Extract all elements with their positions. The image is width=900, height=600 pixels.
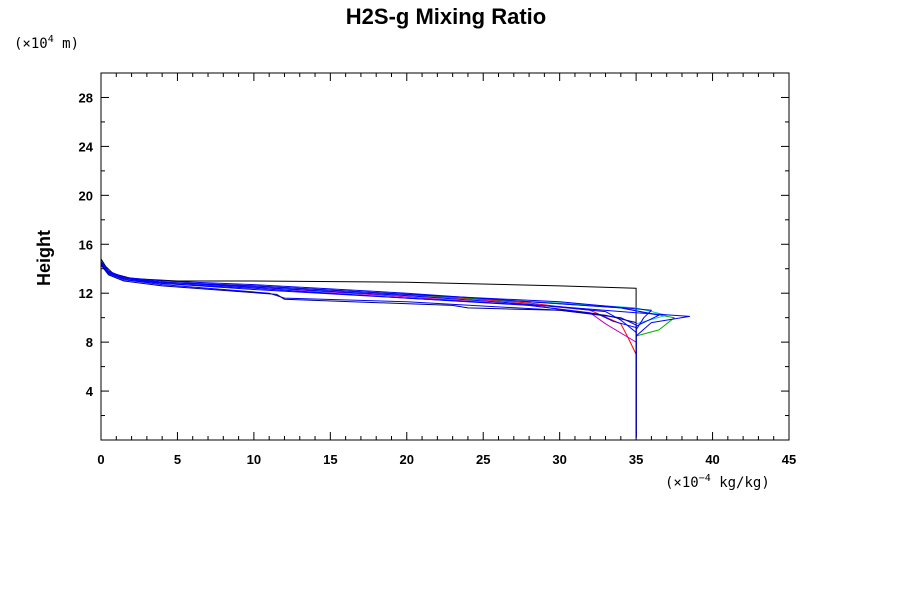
y-tick-label: 4	[86, 384, 94, 399]
series-line-11	[100, 263, 637, 438]
y-axis-title: Height	[34, 230, 54, 286]
x-tick-label: 35	[629, 452, 643, 467]
plot-frame	[100, 72, 790, 441]
tick-labels: 0 5 10 15 20 25 30 35 40 45 4 8 12 16 20 24 28	[79, 90, 797, 467]
x-tick-label: 25	[476, 452, 490, 467]
series-line-2	[100, 73, 668, 438]
x-tick-label: 10	[247, 452, 261, 467]
axis-ticks	[100, 73, 790, 440]
y-tick-label: 28	[79, 90, 93, 105]
x-tick-label: 0	[97, 452, 104, 467]
series-line-6	[100, 263, 691, 438]
series-line-9	[100, 262, 637, 438]
series-line-3	[100, 262, 637, 438]
x-tick-label: 5	[174, 452, 181, 467]
y-tick-label: 12	[79, 286, 93, 301]
x-tick-label: 15	[323, 452, 337, 467]
y-tick-label: 24	[79, 139, 94, 154]
x-tick-label: 45	[782, 452, 796, 467]
y-tick-label: 8	[86, 335, 93, 350]
y-axis-unit: (×104 m)	[14, 34, 79, 52]
chart-title: H2S-g Mixing Ratio	[346, 4, 546, 29]
x-tick-label: 20	[400, 452, 414, 467]
series-line-12	[100, 264, 637, 438]
series-line-7	[100, 262, 637, 438]
series-lines	[100, 73, 691, 438]
x-tick-label: 30	[552, 452, 566, 467]
x-tick-label: 40	[705, 452, 719, 467]
y-tick-label: 20	[79, 188, 93, 203]
series-line-10	[100, 261, 660, 438]
y-tick-label: 16	[79, 237, 93, 252]
series-line-5	[100, 263, 637, 438]
x-axis-unit: (×10−4 kg/kg)	[665, 473, 770, 491]
